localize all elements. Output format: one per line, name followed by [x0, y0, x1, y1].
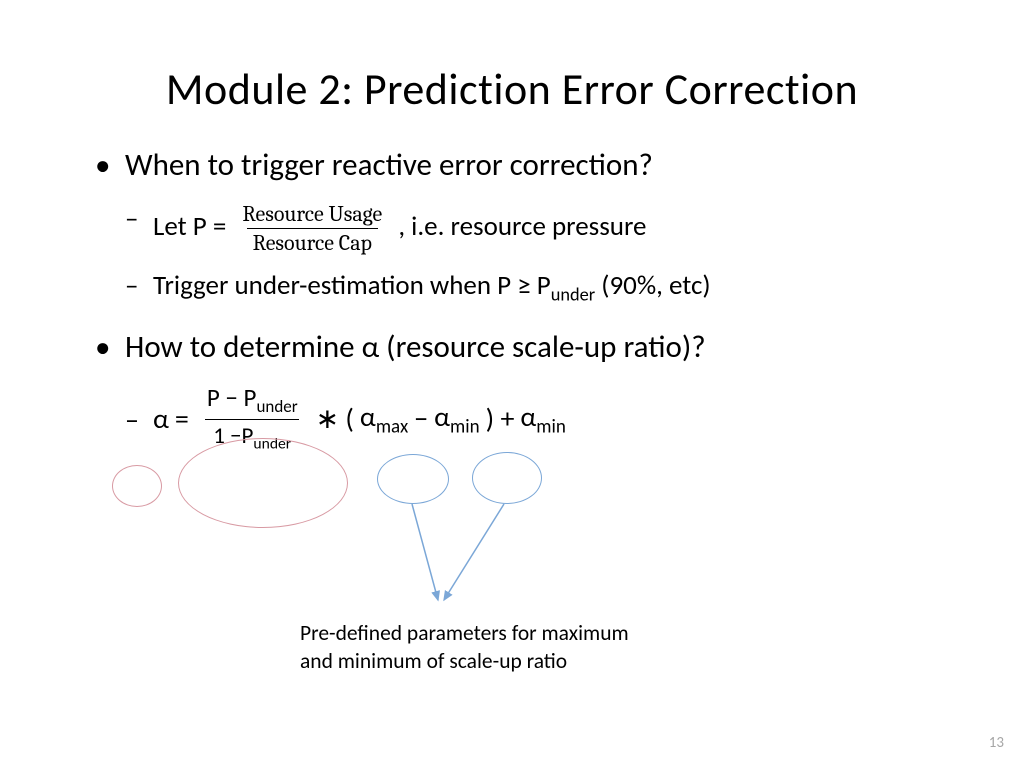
arrow-from-amax-icon: [412, 504, 438, 600]
slide-body: When to trigger reactive error correctio…: [0, 146, 1024, 454]
circle-alpha-max-icon: [377, 454, 449, 504]
bullet-trigger-question: When to trigger reactive error correctio…: [95, 146, 964, 184]
text: α: [520, 399, 536, 434]
slide-title: Module 2: Prediction Error Correction: [0, 0, 1024, 146]
numerator: P − Punder: [199, 384, 306, 420]
subscript-under: under: [551, 284, 595, 306]
text: Let P =: [153, 210, 232, 243]
text: α: [360, 399, 376, 434]
multiply-open: ∗ (: [316, 401, 354, 436]
text: −: [220, 382, 244, 413]
annotation-caption: Pre-defined parameters for maximum and m…: [300, 620, 640, 676]
fraction-alpha: P − Punder 1 −Punder: [199, 384, 306, 454]
alpha-min: αmin: [434, 399, 479, 439]
numerator: Resource Usage: [236, 202, 388, 228]
close-plus: ) +: [486, 401, 515, 436]
alpha-symbol: α: [153, 401, 169, 436]
text: P: [207, 382, 220, 413]
subscript: min: [450, 416, 480, 439]
subscript: min: [536, 416, 566, 439]
equals: =: [175, 401, 189, 436]
text: P: [244, 382, 257, 413]
text: 1 −: [213, 422, 241, 450]
subscript: under: [256, 396, 297, 417]
bullet-let-p: Let P = Resource Usage Resource Cap , i.…: [125, 202, 964, 255]
bullet-trigger-condition: Trigger under-estimation when P ≥ Punder…: [125, 269, 964, 305]
denominator: Resource Cap: [247, 228, 378, 255]
subscript: under: [253, 435, 291, 454]
page-number: 13: [989, 734, 1004, 752]
text: , i.e. resource pressure: [398, 210, 646, 243]
alpha-formula: α = P − Punder 1 −Punder ∗ (αmax − αmin)…: [125, 384, 964, 454]
text: Trigger under-estimation when P ≥ P: [153, 269, 551, 302]
fraction-pressure: Resource Usage Resource Cap: [236, 202, 388, 255]
alpha-min-2: αmin: [520, 399, 565, 439]
bullet-alpha-question: How to determine α (resource scale-up ra…: [95, 328, 964, 366]
circle-alpha-icon: [112, 465, 162, 507]
alpha-max: αmax: [360, 399, 408, 439]
text: P: [242, 422, 254, 450]
subscript: max: [376, 416, 408, 439]
text: (90%, etc): [595, 269, 710, 302]
text: α: [434, 399, 450, 434]
minus: −: [414, 401, 428, 436]
circle-alpha-min-icon: [472, 452, 542, 504]
denominator: 1 −Punder: [205, 419, 299, 454]
arrow-from-amin-icon: [444, 504, 504, 600]
